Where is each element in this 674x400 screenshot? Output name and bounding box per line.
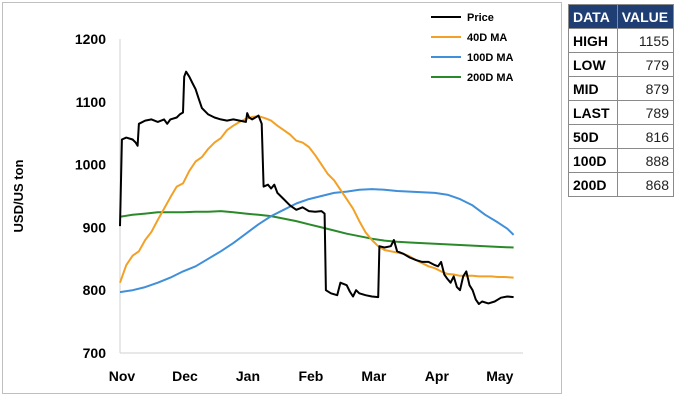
y-tick-label: 1100 [76,94,107,110]
table-row: LOW 779 [568,52,674,77]
y-tick-label: 700 [83,345,107,361]
table-row: 100D 888 [568,148,674,173]
table-row: 200D 868 [568,172,674,197]
series-line-price [119,70,514,305]
table-row: LAST 789 [568,100,674,125]
stats-table-header-row: DATA VALUE [568,4,674,29]
table-row: MID 879 [568,76,674,101]
table-row: 50D 816 [568,124,674,149]
line-chart: 700 800 900 1000 1100 1200 Nov Dec Jan Feb Mar Apr M… [11,12,523,384]
x-tick-label: Feb [298,368,323,384]
x-tick-label: Nov [109,368,136,384]
x-tick-label: Dec [172,368,198,384]
legend-label: 100D MA [467,52,514,64]
stat-value: 1155 [616,28,674,53]
x-tick-label: Mar [361,368,386,384]
y-tick-label: 1000 [75,157,106,173]
stat-label: 50D [568,124,618,149]
stat-value: 816 [616,124,674,149]
y-axis-title: USD/US ton [11,159,26,232]
table-row: HIGH 1155 [568,28,674,53]
x-tick-label: Apr [425,368,450,384]
stat-value: 879 [616,76,674,101]
chart-frame: 700 800 900 1000 1100 1200 Nov Dec Jan Feb Mar Apr M… [2,2,562,394]
x-tick-label: Jan [236,368,260,384]
y-tick-label: 900 [83,219,107,235]
stat-value: 868 [616,172,674,197]
series-line-100d-ma [119,188,515,294]
stat-label: 200D [568,172,618,197]
legend-label: 40D MA [467,32,507,44]
y-tick-label: 1200 [75,31,106,47]
stat-label: 100D [568,148,618,173]
stat-value: 888 [616,148,674,173]
stat-value: 789 [616,100,674,125]
legend-label: Price [467,12,494,24]
y-tick-label: 800 [83,282,107,298]
stat-label: LOW [568,52,618,77]
series-line-200d-ma [119,210,514,249]
x-tick-label: May [486,368,513,384]
stats-header-data: DATA [568,4,618,29]
stats-table: DATA VALUE HIGH 1155 LOW 779 MID 879 LAS… [568,4,674,197]
stat-value: 779 [616,52,674,77]
series-line-40d-ma [119,115,514,284]
stat-label: HIGH [568,28,618,53]
stat-label: LAST [568,100,618,125]
stat-label: MID [568,76,618,101]
stats-header-value: VALUE [616,4,674,29]
legend-label: 200D MA [467,72,514,84]
